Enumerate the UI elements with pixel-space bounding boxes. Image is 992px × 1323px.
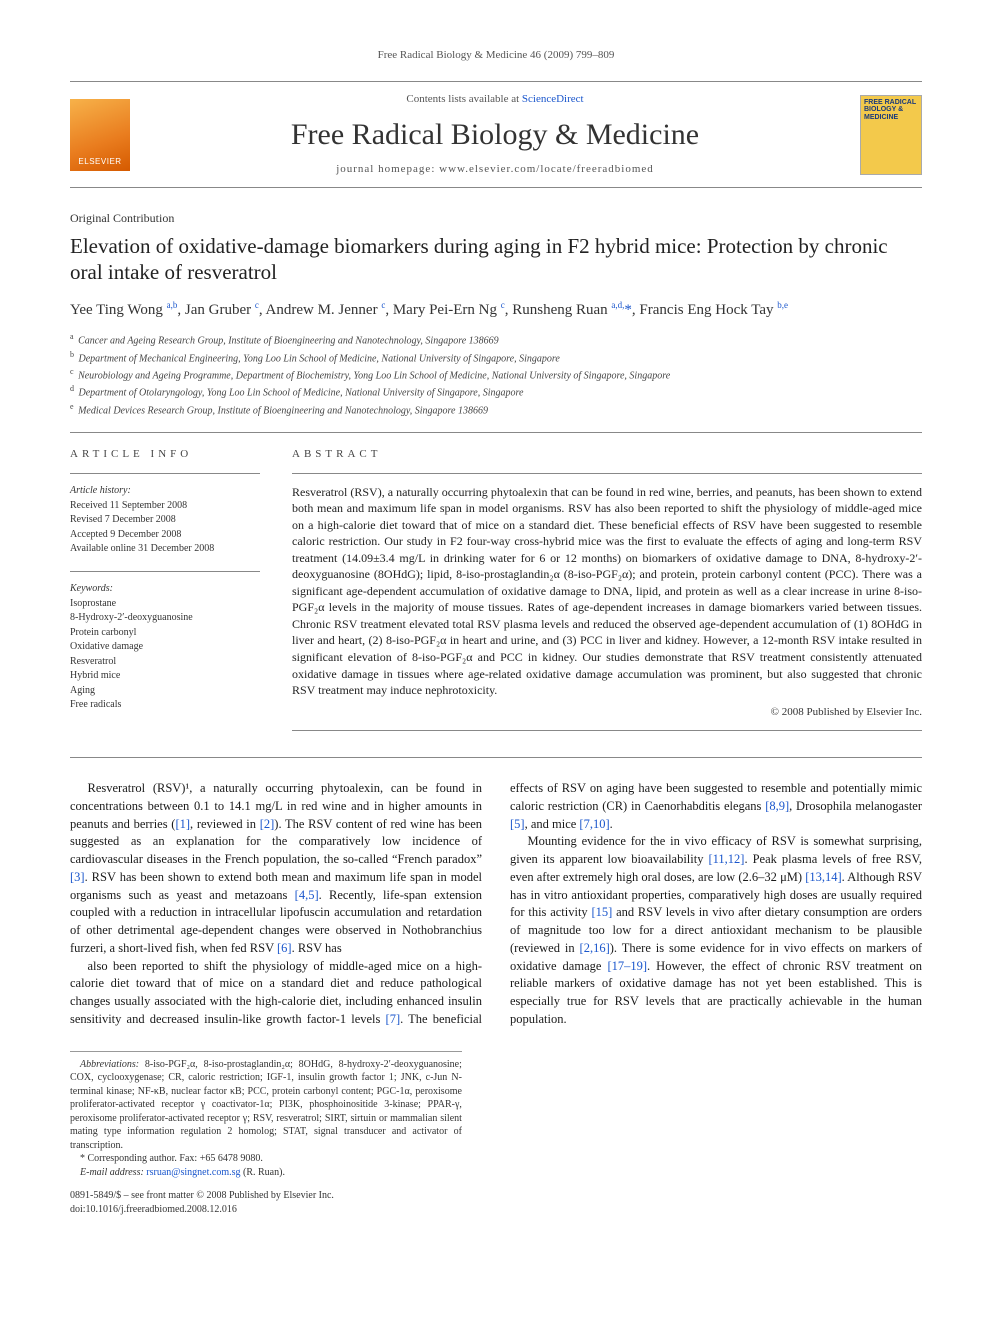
citation-link[interactable]: [6] [277, 941, 292, 955]
citation-link[interactable]: [7,10] [579, 817, 609, 831]
abbrev-label: Abbreviations: [80, 1059, 139, 1070]
history-line: Available online 31 December 2008 [70, 542, 260, 557]
abbreviations-footnote: Abbreviations: 8-iso-PGF₂α, 8-iso-prosta… [70, 1058, 462, 1153]
doi-block: 0891-5849/$ – see front matter © 2008 Pu… [70, 1189, 922, 1217]
journal-name: Free Radical Biology & Medicine [144, 114, 846, 156]
article-body: Resveratrol (RSV)¹, a naturally occurrin… [70, 780, 922, 1029]
citation-link[interactable]: [13,14] [805, 870, 841, 884]
email-footnote: E-mail address: rsruan@singnet.com.sg (R… [70, 1166, 462, 1180]
citation-link[interactable]: [2,16] [580, 941, 610, 955]
divider [70, 432, 922, 433]
citation-link[interactable]: [5] [510, 817, 525, 831]
citation-link[interactable]: [2] [260, 817, 275, 831]
contents-prefix: Contents lists available at [406, 93, 521, 105]
contents-available-line: Contents lists available at ScienceDirec… [144, 92, 846, 107]
journal-masthead: ELSEVIER Contents lists available at Sci… [70, 81, 922, 188]
citation-link[interactable]: [17–19] [607, 959, 647, 973]
keyword: Free radicals [70, 698, 260, 713]
email-label: E-mail address: [80, 1167, 144, 1178]
citation-link[interactable]: [8,9] [765, 799, 789, 813]
article-title: Elevation of oxidative-damage biomarkers… [70, 233, 922, 286]
keyword: Protein carbonyl [70, 626, 260, 641]
running-head: Free Radical Biology & Medicine 46 (2009… [70, 48, 922, 63]
publisher-logo: ELSEVIER [70, 99, 130, 171]
keyword: Hybrid mice [70, 669, 260, 684]
citation-link[interactable]: [15] [591, 905, 612, 919]
body-paragraph: Resveratrol (RSV)¹, a naturally occurrin… [70, 780, 482, 958]
citation-link[interactable]: [3] [70, 870, 85, 884]
cover-title: FREE RADICAL BIOLOGY & MEDICINE [864, 99, 918, 122]
journal-homepage: journal homepage: www.elsevier.com/locat… [144, 162, 846, 177]
citation-link[interactable]: [11,12] [708, 852, 744, 866]
history-heading: Article history: [70, 484, 260, 498]
history-line: Accepted 9 December 2008 [70, 528, 260, 543]
front-matter-line: 0891-5849/$ – see front matter © 2008 Pu… [70, 1189, 922, 1203]
affiliation-line: e Medical Devices Research Group, Instit… [70, 401, 922, 418]
abstract-heading: ABSTRACT [292, 447, 922, 462]
article-type: Original Contribution [70, 210, 922, 227]
abstract-column: ABSTRACT Resveratrol (RSV), a naturally … [292, 447, 922, 731]
affiliations: a Cancer and Ageing Research Group, Inst… [70, 331, 922, 418]
keyword: Isoprostane [70, 597, 260, 612]
sciencedirect-link[interactable]: ScienceDirect [522, 93, 584, 105]
divider [70, 757, 922, 758]
keyword: Resveratrol [70, 655, 260, 670]
article-info-sidebar: ARTICLE INFO Article history: Received 1… [70, 447, 260, 731]
email-suffix: (R. Ruan). [243, 1167, 285, 1178]
affiliation-line: d Department of Otolaryngology, Yong Loo… [70, 383, 922, 400]
keyword: Aging [70, 684, 260, 699]
keyword: Oxidative damage [70, 640, 260, 655]
publisher-logo-text: ELSEVIER [78, 156, 121, 167]
doi-line: doi:10.1016/j.freeradbiomed.2008.12.016 [70, 1203, 922, 1217]
history-line: Received 11 September 2008 [70, 499, 260, 514]
keyword: 8-Hydroxy-2′-deoxyguanosine [70, 611, 260, 626]
affiliation-line: a Cancer and Ageing Research Group, Inst… [70, 331, 922, 348]
corresponding-email-link[interactable]: rsruan@singnet.com.sg [146, 1167, 240, 1178]
affiliation-line: b Department of Mechanical Engineering, … [70, 349, 922, 366]
journal-cover-thumbnail: FREE RADICAL BIOLOGY & MEDICINE [860, 95, 922, 175]
citation-link[interactable]: [7] [386, 1012, 401, 1026]
history-line: Revised 7 December 2008 [70, 513, 260, 528]
abbrev-text: 8-iso-PGF₂α, 8-iso-prostaglandin₂α; 8OHd… [70, 1059, 462, 1151]
footnotes: Abbreviations: 8-iso-PGF₂α, 8-iso-prosta… [70, 1051, 462, 1180]
abstract-text: Resveratrol (RSV), a naturally occurring… [292, 484, 922, 699]
affiliation-line: c Neurobiology and Ageing Programme, Dep… [70, 366, 922, 383]
corresponding-author-footnote: * Corresponding author. Fax: +65 6478 90… [70, 1152, 462, 1166]
body-paragraph: Mounting evidence for the in vivo effica… [510, 833, 922, 1028]
keywords-heading: Keywords: [70, 582, 260, 596]
citation-link[interactable]: [1] [175, 817, 190, 831]
abstract-copyright: © 2008 Published by Elsevier Inc. [292, 705, 922, 720]
article-info-heading: ARTICLE INFO [70, 447, 260, 462]
citation-link[interactable]: [4,5] [295, 888, 319, 902]
author-list: Yee Ting Wong a,b, Jan Gruber c, Andrew … [70, 299, 922, 321]
